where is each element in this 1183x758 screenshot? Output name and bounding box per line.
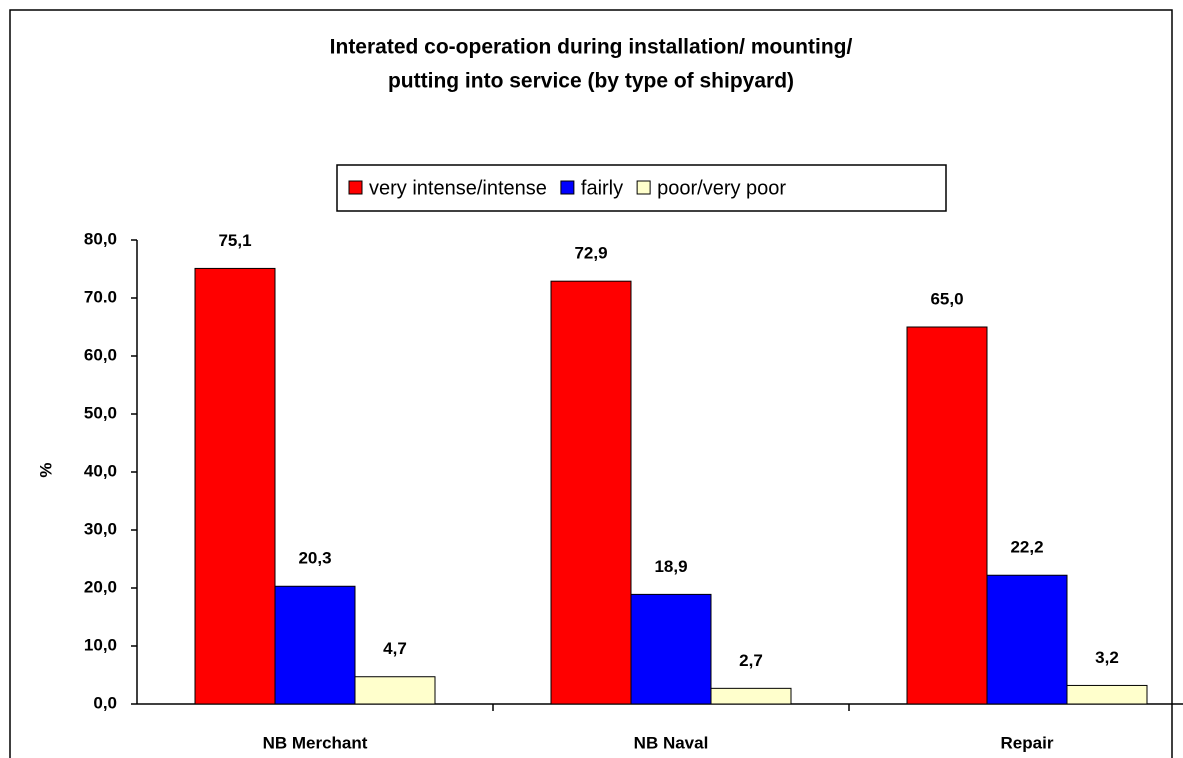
- bar: [630, 593, 712, 705]
- bar: [194, 267, 276, 705]
- data-label: 22,2: [1010, 538, 1043, 557]
- bar: [274, 585, 356, 705]
- y-tick-label: 30,0: [84, 519, 117, 538]
- legend-swatch: [348, 180, 363, 195]
- data-label: 75,1: [218, 231, 251, 250]
- data-label: 72,9: [574, 244, 607, 263]
- bar: [710, 687, 792, 705]
- bar: [550, 280, 632, 705]
- bar: [1066, 684, 1148, 705]
- bar: [986, 574, 1068, 705]
- x-tick-label: Repair: [1001, 733, 1054, 752]
- data-label: 18,9: [654, 557, 687, 576]
- y-tick-label: 0,0: [93, 693, 117, 712]
- bar: [354, 676, 436, 705]
- x-tick-label: NB Naval: [634, 733, 709, 752]
- y-tick-label: 80,0: [84, 229, 117, 248]
- y-tick-label: 70.0: [84, 287, 117, 306]
- legend-label: fairly: [581, 177, 623, 199]
- bar: [906, 326, 988, 705]
- legend-swatch: [560, 180, 575, 195]
- legend-label: poor/very poor: [657, 177, 786, 199]
- data-label: 3,2: [1095, 648, 1119, 667]
- data-label: 65,0: [930, 289, 963, 308]
- y-tick-label: 60,0: [84, 345, 117, 364]
- chart-title: Interated co-operation during installati…: [330, 36, 853, 59]
- y-axis-label: %: [36, 462, 55, 477]
- data-label: 2,7: [739, 651, 763, 670]
- data-label: 20,3: [298, 549, 331, 568]
- y-tick-label: 40,0: [84, 461, 117, 480]
- y-tick-label: 20,0: [84, 577, 117, 596]
- y-tick-label: 50,0: [84, 403, 117, 422]
- y-tick-label: 10,0: [84, 635, 117, 654]
- data-label: 4,7: [383, 639, 407, 658]
- x-tick-label: NB Merchant: [263, 733, 368, 752]
- chart-title: putting into service (by type of shipyar…: [388, 70, 794, 93]
- legend-label: very intense/intense: [369, 177, 547, 199]
- legend-swatch: [636, 180, 651, 195]
